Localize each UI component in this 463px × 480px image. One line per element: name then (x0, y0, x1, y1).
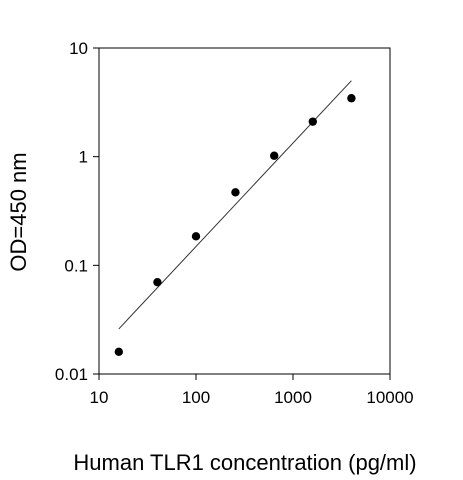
y-tick-label: 10 (69, 39, 88, 58)
y-tick-label: 0.1 (64, 256, 88, 275)
x-axis-label: Human TLR1 concentration (pg/ml) (73, 450, 416, 475)
x-tick-label: 100 (182, 388, 210, 407)
fit-line (118, 80, 352, 330)
data-point (269, 151, 279, 160)
y-axis-label: OD=450 nm (6, 152, 31, 271)
y-tick-label: 1 (79, 148, 88, 167)
plot-frame (98, 47, 391, 375)
data-point (191, 232, 201, 241)
data-point (308, 117, 317, 126)
plot-area: 10 100 1000 10000 0.01 0.1 1 10 (55, 39, 414, 407)
data-point (347, 94, 356, 103)
data-point (153, 277, 162, 287)
y-tick-label: 0.01 (55, 365, 88, 384)
x-tick-label: 10 (90, 388, 109, 407)
data-point (114, 347, 123, 357)
data-point (231, 188, 240, 197)
x-tick-label: 10000 (366, 388, 413, 407)
x-tick-label: 1000 (274, 388, 312, 407)
